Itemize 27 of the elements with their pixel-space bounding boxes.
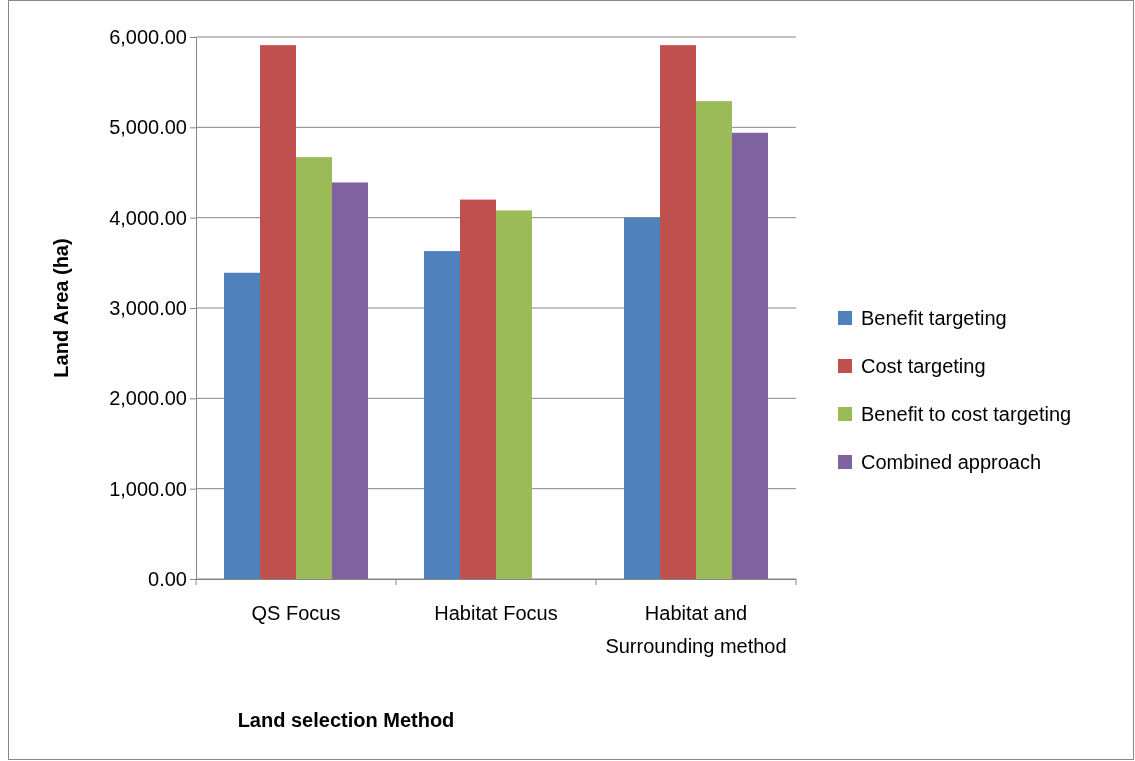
y-axis-title: Land Area (ha) (50, 238, 72, 378)
legend-label: Benefit to cost targeting (861, 403, 1072, 425)
legend-label: Benefit targeting (861, 307, 1007, 329)
x-tick-label: Habitat and Surrounding method (605, 602, 787, 657)
legend-label: Combined approach (861, 451, 1042, 473)
bar (660, 45, 696, 579)
y-tick-label: 6,000.00 (109, 25, 187, 48)
y-tick-label: 0.00 (148, 567, 187, 590)
y-tick-label: 2,000.00 (109, 387, 187, 410)
bar (296, 157, 332, 579)
legend-label: Cost targeting (861, 355, 986, 377)
y-tick-label: 4,000.00 (109, 206, 187, 229)
bar (624, 217, 660, 579)
x-axis-title: Land selection Method (237, 709, 455, 731)
bar (496, 210, 532, 579)
y-tick-label: 5,000.00 (109, 116, 187, 139)
bar (260, 45, 296, 579)
bar (332, 182, 368, 579)
y-tick-label: 1,000.00 (109, 477, 187, 500)
x-tick-label: QS Focus (251, 602, 341, 624)
bar (696, 101, 732, 579)
bar (460, 199, 496, 579)
bar (424, 251, 460, 579)
y-tick-label: 3,000.00 (109, 296, 187, 319)
bar (732, 132, 768, 579)
bar (224, 272, 260, 579)
x-tick-label: Habitat Focus (434, 602, 558, 624)
